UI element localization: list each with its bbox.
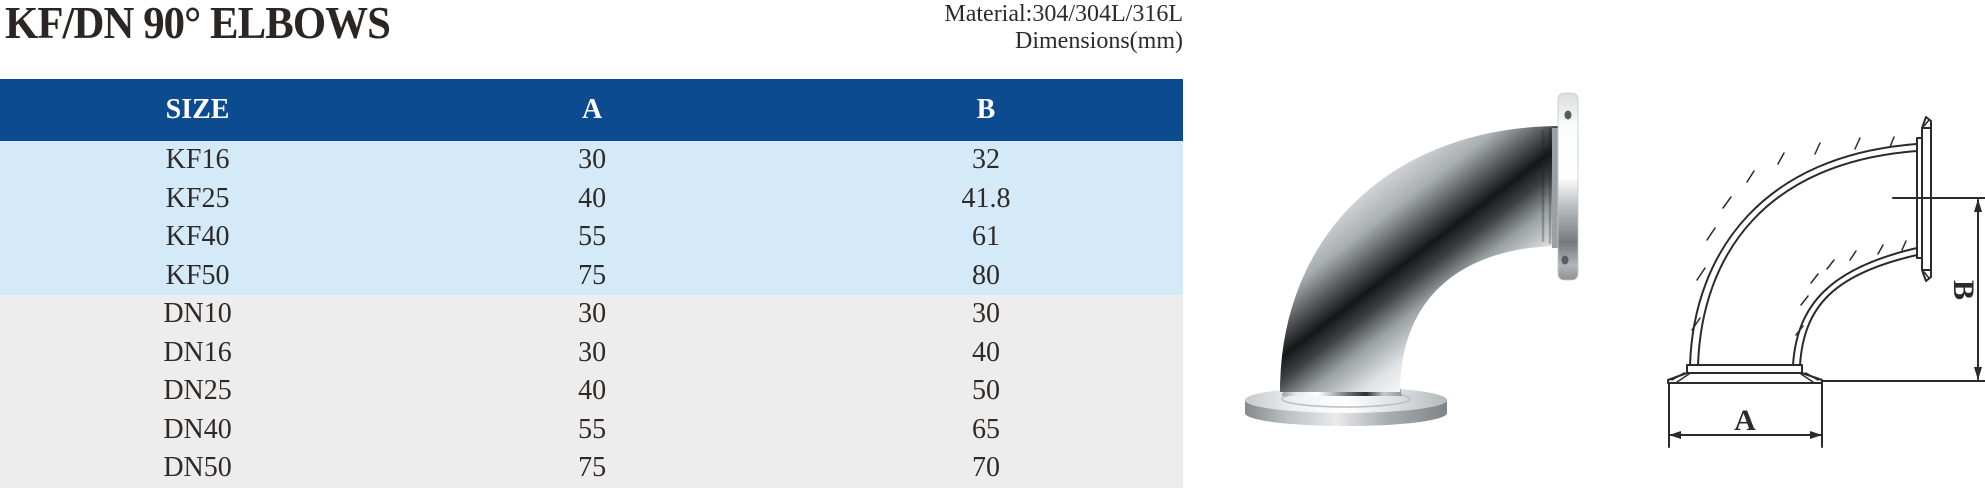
photo-right-flange	[1552, 92, 1579, 281]
size-cell: DN50	[163, 452, 232, 484]
size-cell: KF40	[165, 221, 230, 253]
b-cell: 65	[972, 413, 1001, 445]
column-header-size: SIZE	[0, 79, 396, 141]
a-cell: 40	[578, 182, 607, 214]
arrowhead-left	[1669, 431, 1681, 439]
arrowhead-up	[1974, 199, 1982, 212]
size-cell: KF16	[165, 144, 230, 176]
a-cell: 75	[578, 259, 607, 291]
page-title: KF/DN 90° ELBOWS	[5, 0, 391, 48]
size-cell: DN10	[163, 298, 232, 330]
photo-elbow-bend	[1280, 126, 1564, 394]
b-cell: 61	[972, 221, 1001, 253]
arrowhead-right	[1810, 431, 1822, 439]
size-cell: DN25	[163, 375, 232, 407]
b-cell: 80	[972, 259, 1001, 291]
dimension-b-label: B	[1947, 280, 1980, 300]
a-cell: 30	[578, 298, 607, 330]
column-header-a: A	[395, 79, 790, 141]
b-cell: 70	[972, 452, 1001, 484]
a-cell: 55	[578, 221, 607, 253]
column-header-b: B	[789, 79, 1183, 141]
a-cell: 30	[578, 144, 607, 176]
screw-hole	[1561, 255, 1569, 265]
drawing-inner-wall	[1792, 240, 1918, 366]
dimension-a	[1668, 382, 1823, 448]
elbow-photo	[1245, 92, 1579, 426]
table-row: DN10 30 30	[0, 295, 1183, 334]
table-row: DN40 55 65	[0, 410, 1183, 449]
a-cell: 55	[578, 413, 607, 445]
dimension-b	[1821, 197, 1985, 382]
drawing-right-flange	[1916, 116, 1932, 282]
table-row: KF25 40 41.8	[0, 179, 1183, 218]
a-cell: 40	[578, 375, 607, 407]
elbow-drawing: A B	[1667, 116, 1985, 448]
arrowhead-down	[1974, 367, 1982, 380]
dimensions-table: SIZE A B KF16 30 32 KF25 40 41.8 KF40 55…	[0, 79, 1183, 488]
b-cell: 41.8	[961, 182, 1011, 214]
table-row: DN50 75 70	[0, 449, 1183, 488]
a-cell: 75	[578, 452, 607, 484]
size-cell: KF50	[165, 259, 230, 291]
b-cell: 30	[972, 298, 1001, 330]
b-cell: 32	[972, 144, 1001, 176]
table-row: KF40 55 61	[0, 218, 1183, 257]
material-spec: Material:304/304L/316L	[944, 1, 1183, 27]
a-cell: 30	[578, 336, 607, 368]
table-row: KF16 30 32	[0, 141, 1183, 180]
screw-hole	[1564, 110, 1572, 120]
dimensions-unit: Dimensions(mm)	[1015, 28, 1183, 54]
table-row: KF50 75 80	[0, 256, 1183, 295]
size-cell: KF25	[165, 182, 230, 214]
b-cell: 50	[972, 375, 1001, 407]
table-row: DN25 40 50	[0, 372, 1183, 411]
table-row: DN16 30 40	[0, 333, 1183, 372]
b-cell: 40	[972, 336, 1001, 368]
spec-meta: Material:304/304L/316L Dimensions(mm)	[0, 1, 1183, 55]
drawing-outer-wall	[1689, 136, 1918, 366]
table-header-row: SIZE A B	[0, 79, 1183, 141]
size-cell: DN16	[163, 336, 232, 368]
dimension-a-label: A	[1734, 404, 1756, 437]
drawing-bottom-flange	[1667, 364, 1823, 384]
size-cell: DN40	[163, 413, 232, 445]
